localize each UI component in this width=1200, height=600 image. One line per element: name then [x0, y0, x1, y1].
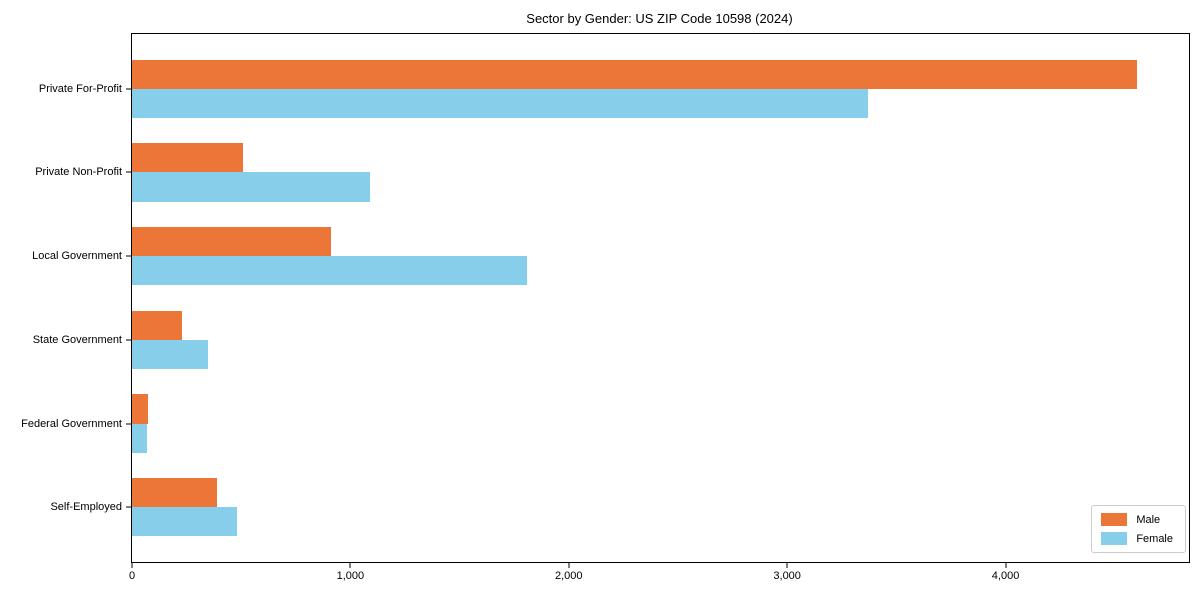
- legend-label-female: Female: [1136, 532, 1173, 545]
- chart-title: Sector by Gender: US ZIP Code 10598 (202…: [526, 11, 793, 26]
- x-tick-label-0: 0: [128, 570, 136, 582]
- legend-entry-male: Male: [1101, 513, 1173, 526]
- y-tick: [126, 339, 132, 341]
- x-tick: [1005, 562, 1007, 568]
- x-tick-label-3: 3,000: [773, 570, 801, 582]
- bar-female-4: [132, 423, 148, 453]
- bar-female-5: [132, 507, 237, 537]
- legend: Male Female: [1091, 505, 1186, 553]
- x-tick: [786, 562, 788, 568]
- female-swatch-icon: [1101, 532, 1128, 545]
- y-tick: [126, 255, 132, 257]
- x-tick-label-1: 1,000: [336, 570, 365, 582]
- bar-female-3: [132, 339, 209, 370]
- x-tick: [568, 562, 570, 568]
- y-tick-label-0: Private For-Profit: [38, 82, 122, 95]
- bar-male-1: [132, 143, 244, 173]
- bar-male-4: [132, 394, 149, 424]
- y-tick: [126, 171, 132, 173]
- legend-label-male: Male: [1136, 513, 1161, 526]
- bar-female-0: [132, 88, 868, 119]
- bar-male-5: [132, 477, 218, 508]
- y-tick: [126, 88, 132, 90]
- bar-female-1: [132, 172, 371, 202]
- male-swatch-icon: [1101, 513, 1128, 526]
- legend-entry-female: Female: [1101, 532, 1173, 545]
- y-tick: [126, 423, 132, 424]
- x-tick-label-4: 4,000: [991, 570, 1020, 582]
- y-tick-label-5: Self-Employed: [50, 501, 122, 514]
- y-tick: [126, 506, 132, 508]
- bar-male-3: [132, 310, 183, 340]
- y-tick-label-2: Local Government: [32, 250, 122, 263]
- y-tick-label-4: Federal Government: [21, 417, 122, 430]
- y-tick-label-1: Private Non-Profit: [35, 166, 122, 179]
- x-tick: [131, 562, 133, 568]
- bar-male-0: [132, 59, 1137, 89]
- bar-female-2: [132, 256, 528, 286]
- bar-male-2: [132, 226, 331, 257]
- y-tick-label-3: State Government: [32, 333, 122, 346]
- x-tick-label-2: 2,000: [555, 570, 583, 582]
- plot-area: Male Female Private For-Profit Private No…: [21, 33, 1190, 582]
- x-tick: [349, 562, 351, 568]
